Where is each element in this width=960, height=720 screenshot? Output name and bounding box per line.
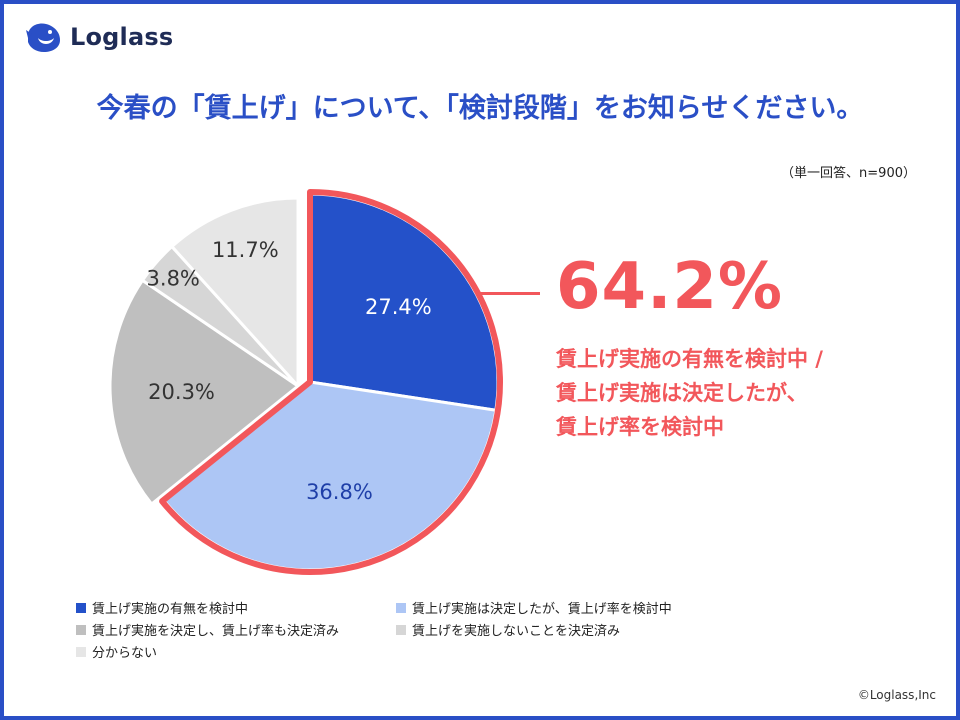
brand-logo: Loglass <box>24 20 173 54</box>
slice-label: 11.7% <box>212 238 279 262</box>
copyright: ©Loglass,Inc <box>857 688 936 702</box>
slice-label: 36.8% <box>306 480 373 504</box>
legend-item: 賃上げ実施は決定したが、賃上げ率を検討中 <box>396 598 672 617</box>
legend-label: 賃上げを実施しないことを決定済み <box>412 624 621 639</box>
callout-description: 賃上げ実施の有無を検討中 / 賃上げ実施は決定したが、 賃上げ率を検討中 <box>556 342 823 444</box>
legend-label: 賃上げ実施の有無を検討中 <box>92 602 249 617</box>
slice-label: 20.3% <box>148 380 215 404</box>
sample-note: （単一回答、n=900） <box>781 166 916 181</box>
highlight-outline <box>159 189 503 575</box>
legend-swatch <box>396 624 406 635</box>
pie-slice <box>169 196 300 390</box>
callout-line-1: 賃上げ実施の有無を検討中 / <box>556 347 823 371</box>
legend-item: 賃上げ実施の有無を検討中 <box>76 598 248 617</box>
callout-connector <box>476 292 540 295</box>
whale-logo-icon <box>26 23 60 52</box>
slice-label: 3.8% <box>147 266 200 290</box>
brand-name: Loglass <box>70 23 174 51</box>
legend-label: 賃上げ実施を決定し、賃上げ率も決定済み <box>92 624 340 639</box>
callout-line-3: 賃上げ率を検討中 <box>556 415 724 439</box>
legend-label: 分からない <box>92 646 158 661</box>
slice-label: 27.4% <box>365 295 432 319</box>
legend-swatch <box>76 624 86 635</box>
callout-line-2: 賃上げ実施は決定したが、 <box>556 381 808 405</box>
legend-label: 賃上げ実施は決定したが、賃上げ率を検討中 <box>412 602 672 617</box>
legend-item: 賃上げを実施しないことを決定済み <box>396 620 620 639</box>
legend-swatch <box>76 646 86 657</box>
chart-title: 今春の「賃上げ」について、「検討段階」をお知らせください。 <box>96 93 864 124</box>
legend-swatch <box>76 602 86 613</box>
pie-slice <box>108 278 301 507</box>
legend-item: 賃上げ実施を決定し、賃上げ率も決定済み <box>76 620 339 639</box>
callout-percent: 64.2% <box>556 250 784 324</box>
legend-item: 分からない <box>76 642 157 661</box>
legend-swatch <box>396 602 406 613</box>
